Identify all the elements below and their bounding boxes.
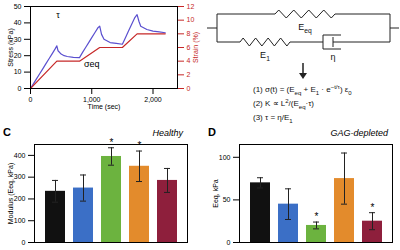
svg-text:400: 400 bbox=[14, 152, 26, 159]
svg-text:Modulus (Eeq, kPa): Modulus (Eeq, kPa) bbox=[7, 163, 15, 224]
svg-text:τ: τ bbox=[56, 10, 60, 20]
html-text:D: D bbox=[208, 126, 216, 138]
svg-text:10: 10 bbox=[187, 16, 195, 23]
svg-text:E1: E1 bbox=[260, 50, 270, 62]
svg-text:σeq: σeq bbox=[84, 59, 100, 69]
svg-text:30: 30 bbox=[14, 36, 22, 43]
svg-text:Strain (%): Strain (%) bbox=[192, 32, 200, 63]
svg-text:100: 100 bbox=[14, 217, 26, 224]
svg-text:300: 300 bbox=[14, 173, 26, 180]
svg-text:*: * bbox=[138, 140, 142, 151]
svg-text:2: 2 bbox=[187, 71, 191, 78]
svg-text:20: 20 bbox=[14, 52, 22, 59]
svg-text:*: * bbox=[110, 138, 114, 148]
html-text:C: C bbox=[3, 126, 11, 138]
svg-text:*: * bbox=[315, 211, 319, 222]
svg-text:50: 50 bbox=[14, 3, 22, 10]
svg-text:40: 40 bbox=[14, 19, 22, 26]
svg-text:Eeq: Eeq bbox=[298, 22, 312, 35]
svg-text:η: η bbox=[330, 52, 335, 62]
svg-text:Eeq, kPa: Eeq, kPa bbox=[212, 179, 220, 208]
svg-text:50: 50 bbox=[223, 196, 231, 203]
svg-text:4: 4 bbox=[187, 57, 191, 64]
svg-text:0: 0 bbox=[227, 239, 231, 246]
svg-text:200: 200 bbox=[14, 195, 26, 202]
svg-text:0: 0 bbox=[18, 85, 22, 92]
svg-text:Time (sec): Time (sec) bbox=[88, 103, 121, 111]
svg-text:10: 10 bbox=[14, 68, 22, 75]
svg-text:0: 0 bbox=[29, 96, 33, 103]
svg-text:0: 0 bbox=[187, 85, 191, 92]
svg-text:Stress (kPa): Stress (kPa) bbox=[7, 28, 15, 67]
html-text:GAG-depleted: GAG-depleted bbox=[330, 128, 388, 138]
svg-text:12: 12 bbox=[187, 3, 195, 10]
svg-text:8: 8 bbox=[187, 30, 191, 37]
svg-text:(3) τ = η/E1: (3) τ = η/E1 bbox=[253, 113, 293, 124]
svg-text:0: 0 bbox=[22, 239, 26, 246]
html-text:Healthy: Healthy bbox=[152, 128, 183, 138]
svg-text:100: 100 bbox=[219, 154, 231, 161]
svg-text:1,000: 1,000 bbox=[83, 96, 101, 104]
svg-text:6: 6 bbox=[187, 44, 191, 51]
svg-text:(1) σ(t) = (Eeq + E1 · e−t/τ): (1) σ(t) = (Eeq + E1 · e−t/τ) ε0 bbox=[253, 84, 352, 96]
svg-text:(2) K ∝ L2/(Eeq·τ): (2) K ∝ L2/(Eeq·τ) bbox=[253, 98, 314, 110]
svg-text:*: * bbox=[371, 202, 375, 213]
svg-text:2,000: 2,000 bbox=[144, 96, 162, 103]
